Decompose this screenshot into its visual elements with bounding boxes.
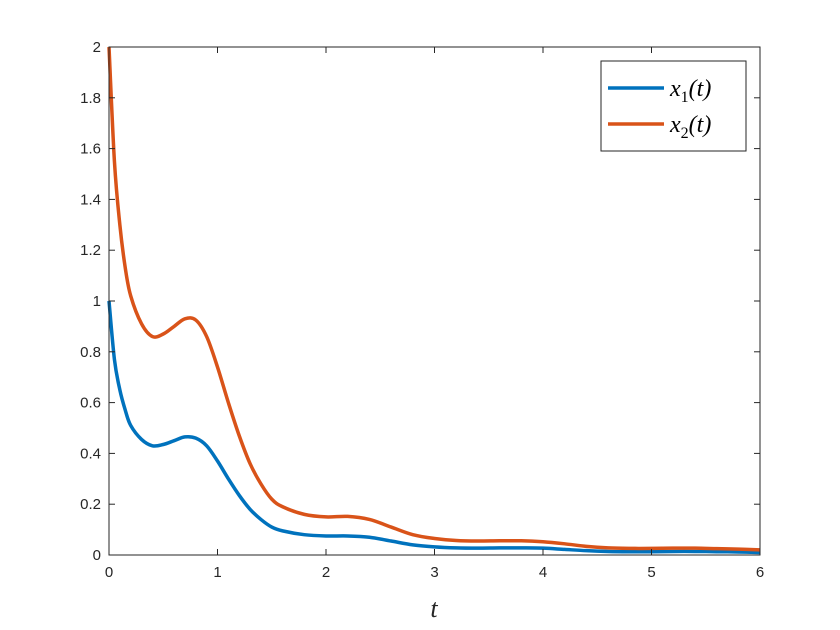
series-line-2 [107,46,761,552]
x-tick-label: 4 [539,564,547,581]
legend-label-base: x [669,112,681,138]
y-tick-label: 1.2 [80,242,101,259]
x-tick-label: 0 [105,564,113,581]
legend-label-2: x2(t) [669,112,711,142]
y-tick-label: 1.8 [80,90,101,107]
legend-label-subscript: 1 [681,89,689,106]
y-tick-label: 1 [93,293,101,310]
y-tick-label: 2 [93,39,101,56]
series-layer [107,46,761,555]
x-axis-label: t [430,594,438,623]
x-tick-label: 1 [213,564,221,581]
x-tick-label: 6 [756,564,764,581]
legend-box [600,60,747,152]
x-tick-label: 2 [322,564,330,581]
legend: x1(t)x2(t) [600,60,747,152]
legend-label-tail: (t) [689,112,712,138]
y-tick-label: 1.4 [80,191,101,208]
y-tick-label: 0 [93,547,101,564]
legend-label-subscript: 2 [681,125,689,142]
x-tick-label: 5 [647,564,655,581]
y-tick-label: 1.6 [80,141,101,158]
y-tick-label: 0.8 [80,344,101,361]
y-tick-label: 0.2 [80,496,101,513]
legend-label-1: x1(t) [669,76,711,106]
series-line-1 [107,300,761,555]
legend-label-base: x [669,76,681,102]
x-tick-label: 3 [430,564,438,581]
axes-box [108,46,761,556]
y-tick-label: 0.6 [80,395,101,412]
legend-label-tail: (t) [689,76,712,102]
y-tick-label: 0.4 [80,445,101,462]
